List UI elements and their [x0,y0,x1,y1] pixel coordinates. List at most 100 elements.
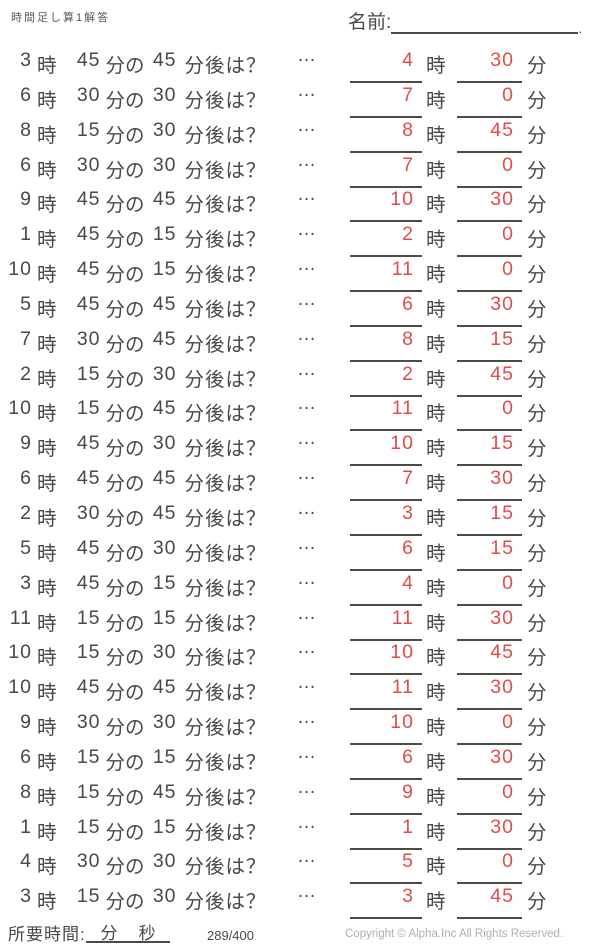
answer-hour-unit-label: 時 [426,298,446,321]
question-text: 8 時 15 分の 45 分後は？ [8,781,267,810]
problem-row: 2 時 30 分の 45 分後は？ … 3 時 15 分 [0,497,600,536]
ellipsis: … [297,881,316,903]
page-title: 時間足し算1解答 [11,12,111,24]
question-delta-minute: 30 [152,362,177,385]
hour-unit-label: 時 [37,368,57,391]
question-minute: 15 [76,362,101,385]
ellipsis: … [297,254,316,276]
answer-hour-blank: 1 [350,811,422,850]
answer-minute-value: 0 [502,258,514,281]
answer-minute-value: 0 [502,83,514,106]
hour-unit-label: 時 [37,786,57,809]
answer-minute-blank: 45 [457,358,522,397]
answer-minute-unit-label: 分 [527,89,547,112]
answer-minute-blank: 30 [457,462,522,502]
problem-row: 8 時 15 分の 45 分後は？ … 9 時 0 分 [0,776,600,815]
minutes-after-label: 分後は？ [184,717,267,740]
problem-row: 1 時 45 分の 15 分後は？ … 2 時 0 分 [0,218,600,258]
hour-unit-label: 時 [37,682,57,705]
problem-row: 9 時 45 分の 45 分後は？ … 10 時 30 分 [0,183,600,223]
question-delta-minute: 15 [152,815,177,838]
answer-hour-unit-label: 時 [426,89,446,112]
answer-hour-value: 3 [402,885,414,908]
answer-hour-unit-label: 時 [426,647,446,670]
question-text: 11 時 15 分の 15 分後は？ [8,607,267,636]
answer-hour-unit-label: 時 [426,786,446,809]
answer-minute-unit-label: 分 [527,612,547,635]
answer-minute-value: 30 [490,49,514,71]
question-minute: 45 [76,467,101,490]
question-text: 4 時 30 分の 30 分後は？ [8,850,267,879]
answer-hour-value: 2 [402,223,414,246]
question-hour: 9 [20,432,32,455]
question-text: 3 時 15 分の 30 分後は？ [8,885,267,914]
answer-hour-blank: 10 [350,183,422,223]
minute-of-label: 分の [105,124,145,147]
answer-minute-value: 15 [490,432,514,455]
minutes-after-label: 分後は？ [184,473,267,496]
hour-unit-label: 時 [37,856,57,879]
hour-unit-label: 時 [37,438,57,461]
duration-minute-unit-label: 分 [100,924,118,943]
answer-hour-blank: 6 [350,532,422,571]
question-delta-minute: 30 [152,885,177,908]
answer-minute-value: 30 [490,188,514,211]
answer-minute-value: 0 [502,397,514,420]
ellipsis: … [297,323,316,345]
answer-hour-unit-label: 時 [426,55,446,77]
answer-minute-blank: 30 [457,183,522,223]
answer-hour-blank: 8 [350,114,422,153]
answer-hour-value: 7 [402,83,414,106]
answer-minute-value: 45 [490,885,514,908]
ellipsis: … [297,567,316,589]
minute-of-label: 分の [105,473,145,496]
question-hour: 7 [20,327,32,350]
minutes-after-label: 分後は？ [184,891,267,914]
ellipsis: … [297,497,316,519]
answer-hour-value: 10 [390,432,414,455]
answer-minute-value: 0 [502,850,514,873]
answer-minute-blank: 15 [457,427,522,467]
score-counter: 289/400 [207,928,254,943]
answer-hour-value: 11 [391,258,414,281]
minutes-after-label: 分後は？ [184,507,267,530]
answer-minute-blank: 45 [457,114,522,153]
question-hour: 9 [20,188,32,211]
answer-minute-unit-label: 分 [527,194,547,217]
minute-of-label: 分の [105,542,145,565]
question-delta-minute: 15 [152,223,177,246]
answer-minute-blank: 0 [457,776,522,815]
ellipsis: … [297,393,316,415]
problem-row: 6 時 30 分の 30 分後は？ … 7 時 0 分 [0,79,600,118]
answer-hour-blank: 2 [350,358,422,397]
question-hour: 5 [20,536,32,559]
question-minute: 45 [76,536,101,559]
hour-unit-label: 時 [37,507,57,530]
answer-hour-unit-label: 時 [426,229,446,252]
answer-minute-value: 0 [502,780,514,803]
question-text: 6 時 30 分の 30 分後は？ [8,154,267,183]
answer-minute-unit-label: 分 [527,542,547,565]
answer-hour-unit-label: 時 [426,438,446,461]
answer-hour-unit-label: 時 [426,577,446,600]
copyright-text: Copyright © Alpha.Inc All Rights Reserve… [345,928,564,940]
minutes-after-label: 分後は？ [184,368,267,391]
hour-unit-label: 時 [37,473,57,496]
answer-hour-value: 10 [390,188,414,211]
question-text: 9 時 30 分の 30 分後は？ [8,711,267,740]
problem-row: 10 時 45 分の 15 分後は？ … 11 時 0 分 [0,253,600,293]
problem-rows: 3 時 45 分の 45 分後は？ … 4 時 30 分 6 時 30 分の 3… [0,44,600,920]
answer-hour-value: 5 [402,850,414,873]
hour-unit-label: 時 [37,264,57,287]
question-hour: 10 [8,397,32,420]
question-delta-minute: 30 [152,153,177,176]
question-text: 3 時 45 分の 15 分後は？ [8,572,267,601]
question-minute: 15 [76,885,101,908]
answer-hour-blank: 6 [350,288,422,327]
minute-of-label: 分の [105,856,145,879]
answer-hour-value: 6 [402,536,414,559]
answer-hour-unit-label: 時 [426,821,446,844]
question-delta-minute: 45 [152,780,177,803]
question-delta-minute: 45 [152,292,177,315]
question-minute: 45 [76,432,101,455]
